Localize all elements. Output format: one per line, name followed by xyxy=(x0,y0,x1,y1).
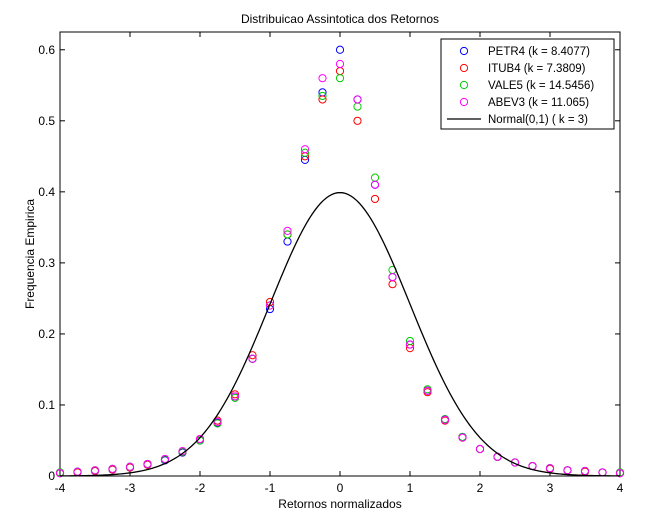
x-tick-label: -3 xyxy=(125,481,136,495)
normal-curve xyxy=(59,191,621,477)
data-point-itub4 xyxy=(230,390,240,399)
data-point-abev3 xyxy=(248,354,257,363)
data-point-abev3 xyxy=(405,340,415,349)
data-point-vale5 xyxy=(318,91,327,101)
legend-marker-swatch xyxy=(459,80,469,90)
normal-curve-line xyxy=(59,191,621,477)
legend-marker-swatch xyxy=(459,97,469,107)
data-point-vale5 xyxy=(335,74,345,83)
data-point-vale5 xyxy=(300,148,310,157)
data-point-abev3 xyxy=(195,434,205,444)
x-tick-label: -1 xyxy=(265,481,276,495)
data-point-abev3 xyxy=(300,145,310,154)
y-tick-label: 0.1 xyxy=(38,398,55,412)
y-tick-label: 0.3 xyxy=(38,256,55,270)
x-tick-label: 3 xyxy=(547,481,554,495)
data-point-abev3 xyxy=(213,417,222,427)
data-point-abev3 xyxy=(423,386,432,395)
data-point-abev3 xyxy=(580,466,590,476)
legend-marker-swatch xyxy=(459,63,469,73)
y-tick-label: 0.6 xyxy=(38,43,55,57)
data-point-abev3 xyxy=(90,466,100,475)
data-point-abev3 xyxy=(265,301,275,310)
data-point-abev3 xyxy=(458,433,467,442)
data-point-abev3 xyxy=(353,95,362,104)
legend: PETR4 (k = 8.4077) ITUB4 (k = 7.3809) VALE… xyxy=(440,38,615,130)
data-points xyxy=(55,45,625,478)
legend-entry-label: Normal(0,1) ( k = 3) xyxy=(488,114,588,126)
x-tick-label: 0 xyxy=(337,481,344,495)
y-tick-label: 0 xyxy=(48,469,55,483)
data-point-abev3 xyxy=(143,459,152,469)
data-point-itub4 xyxy=(318,95,327,104)
legend-entry-label: ITUB4 (k = 7.3809) xyxy=(488,63,586,75)
x-tick-label: -2 xyxy=(195,481,206,495)
x-tick-label: 4 xyxy=(617,481,624,495)
data-point-abev3 xyxy=(283,226,292,236)
data-point-abev3 xyxy=(318,74,327,83)
data-point-petr4 xyxy=(335,45,345,54)
data-point-abev3 xyxy=(108,464,117,473)
data-point-vale5 xyxy=(405,336,415,346)
y-tick-label: 0.4 xyxy=(38,185,55,199)
data-point-abev3 xyxy=(55,469,65,478)
x-axis-label: Retornos normalizados xyxy=(278,497,401,511)
data-point-abev3 xyxy=(335,59,345,69)
legend-entry-label: VALE5 (k = 14.5456) xyxy=(488,80,594,92)
data-point-abev3 xyxy=(125,462,135,471)
data-point-abev3 xyxy=(440,415,450,424)
legend-marker-swatch xyxy=(459,46,469,56)
legend-entry-label: PETR4 (k = 8.4077) xyxy=(488,46,590,58)
data-point-abev3 xyxy=(615,469,625,478)
data-point-abev3 xyxy=(475,444,485,454)
chart-title: Distribuicao Assintotica dos Retornos xyxy=(241,12,439,26)
y-axis-label: Frequencia Empirica xyxy=(23,199,37,309)
data-point-itub4 xyxy=(370,194,380,204)
y-tick-label: 0.5 xyxy=(38,114,55,128)
data-point-abev3 xyxy=(545,464,555,473)
y-tick-label: 0.2 xyxy=(38,327,55,341)
data-point-abev3 xyxy=(388,272,397,282)
data-point-abev3 xyxy=(160,454,170,464)
x-tick-label: 2 xyxy=(477,481,484,495)
data-point-abev3 xyxy=(230,392,240,401)
data-point-abev3 xyxy=(370,180,380,189)
axis-ticks: -4 -3 -2 -1 0 1 2 3 4 0 0.1 0.2 0.3 0.4 0.5 0.6 xyxy=(38,32,624,495)
x-tick-label: 1 xyxy=(407,481,414,495)
data-point-vale5 xyxy=(283,230,292,239)
legend-entry-label: ABEV3 (k = 11.065) xyxy=(488,97,589,109)
data-point-itub4 xyxy=(353,116,362,125)
x-tick-label: -4 xyxy=(55,481,66,495)
legend-box xyxy=(440,38,615,130)
